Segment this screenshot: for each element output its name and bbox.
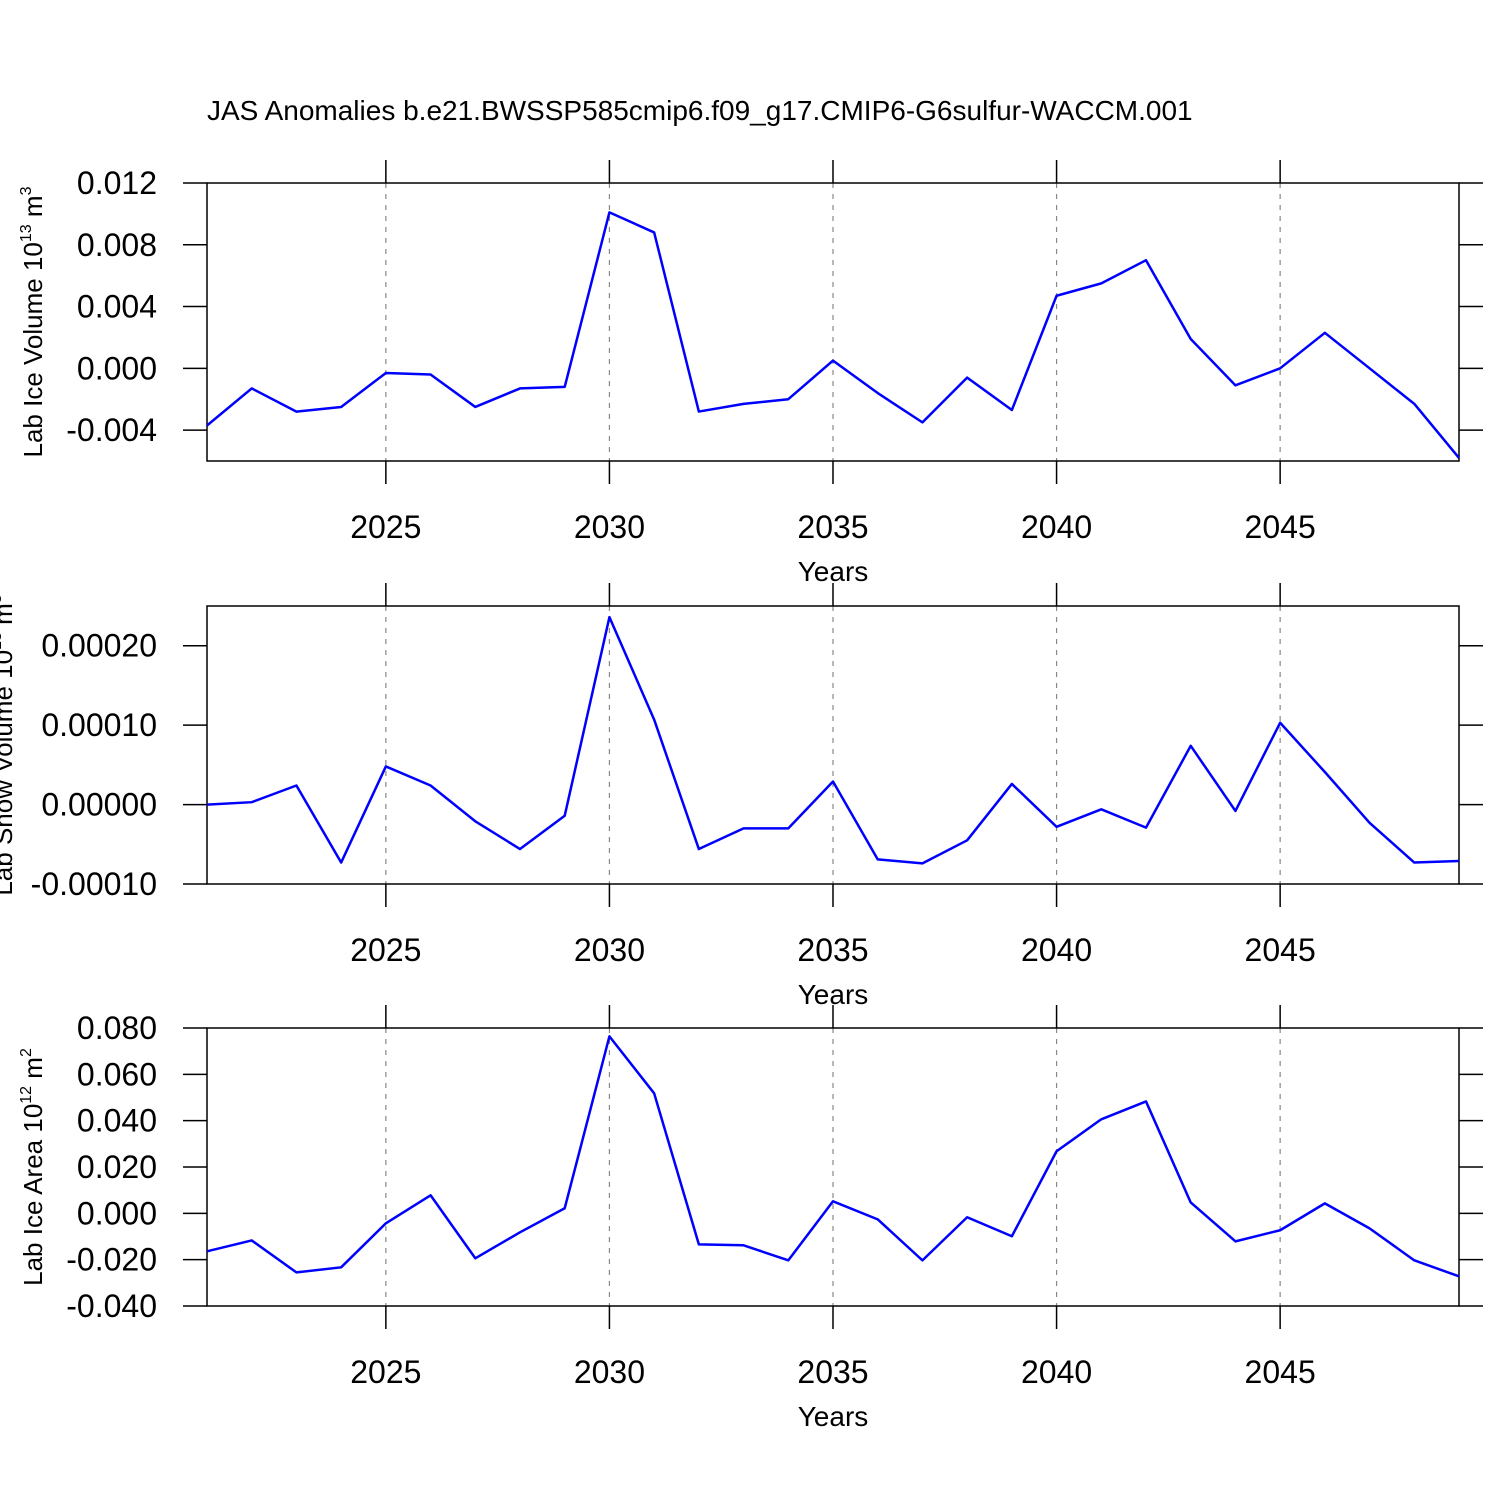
y-label-unit-exponent: 3 <box>0 594 5 603</box>
x-tick-label: 2035 <box>797 932 868 968</box>
x-tick-label: 2045 <box>1245 1354 1316 1390</box>
y-tick-label: 0.012 <box>77 165 157 201</box>
x-tick-label: 2045 <box>1245 932 1316 968</box>
y-tick-label: -0.040 <box>66 1288 157 1324</box>
x-tick-label: 2030 <box>574 932 645 968</box>
y-tick-label: 0.00010 <box>41 707 157 743</box>
plot-frame <box>206 182 1460 462</box>
y-axis-label: Lab Snow Volume 1013 m3 <box>0 594 18 895</box>
x-tick-label: 2025 <box>350 1354 421 1390</box>
y-tick-label: 0.060 <box>77 1056 157 1092</box>
x-tick-label: 2025 <box>350 932 421 968</box>
x-axis-label: Years <box>798 1401 869 1432</box>
x-tick-label: 2035 <box>797 1354 868 1390</box>
y-tick-label: -0.00010 <box>31 866 157 902</box>
data-line <box>206 211 1460 459</box>
plot-frame <box>206 605 1460 885</box>
x-axis-label: Years <box>798 556 869 587</box>
x-axis-label: Years <box>798 979 869 1010</box>
x-tick-label: 2040 <box>1021 509 1092 545</box>
y-tick-label: -0.004 <box>66 412 157 448</box>
x-tick-label: 2030 <box>574 1354 645 1390</box>
x-tick-label: 2030 <box>574 509 645 545</box>
chart-title: JAS Anomalies b.e21.BWSSP585cmip6.f09_g1… <box>207 95 1193 126</box>
y-tick-label: 0.020 <box>77 1149 157 1185</box>
y-label-unit-exponent: 2 <box>18 1048 35 1057</box>
plot-frame <box>206 1027 1460 1307</box>
y-label-unit: m <box>0 603 18 632</box>
y-label-unit-exponent: 3 <box>18 186 35 195</box>
y-label-text: Lab Ice Area 10 <box>18 1104 48 1286</box>
y-tick-label: -0.020 <box>66 1242 157 1278</box>
y-tick-label: 0.000 <box>77 1195 157 1231</box>
y-tick-label: 0.00020 <box>41 628 157 664</box>
y-label-exponent: 13 <box>18 224 35 242</box>
y-label-exponent: 12 <box>18 1086 35 1104</box>
y-label-unit: m <box>18 1057 48 1086</box>
y-label-text: Lab Snow Volume 10 <box>0 650 18 896</box>
y-tick-label: 0.008 <box>77 227 157 263</box>
y-label-exponent: 13 <box>0 632 5 650</box>
x-tick-label: 2035 <box>797 509 868 545</box>
x-tick-label: 2045 <box>1245 509 1316 545</box>
data-line <box>206 1035 1460 1278</box>
y-axis-label: Lab Ice Volume 1013 m3 <box>18 186 48 457</box>
y-label-text: Lab Ice Volume 10 <box>18 242 48 457</box>
x-tick-label: 2040 <box>1021 1354 1092 1390</box>
y-tick-label: 0.00000 <box>41 787 157 823</box>
y-tick-label: 0.080 <box>77 1010 157 1046</box>
y-label-unit: m <box>18 195 48 224</box>
y-axis-label: Lab Ice Area 1012 m2 <box>18 1048 48 1286</box>
y-tick-label: 0.000 <box>77 350 157 386</box>
y-tick-label: 0.004 <box>77 289 157 325</box>
x-tick-label: 2040 <box>1021 932 1092 968</box>
data-line <box>206 615 1460 865</box>
x-tick-label: 2025 <box>350 509 421 545</box>
y-tick-label: 0.040 <box>77 1103 157 1139</box>
